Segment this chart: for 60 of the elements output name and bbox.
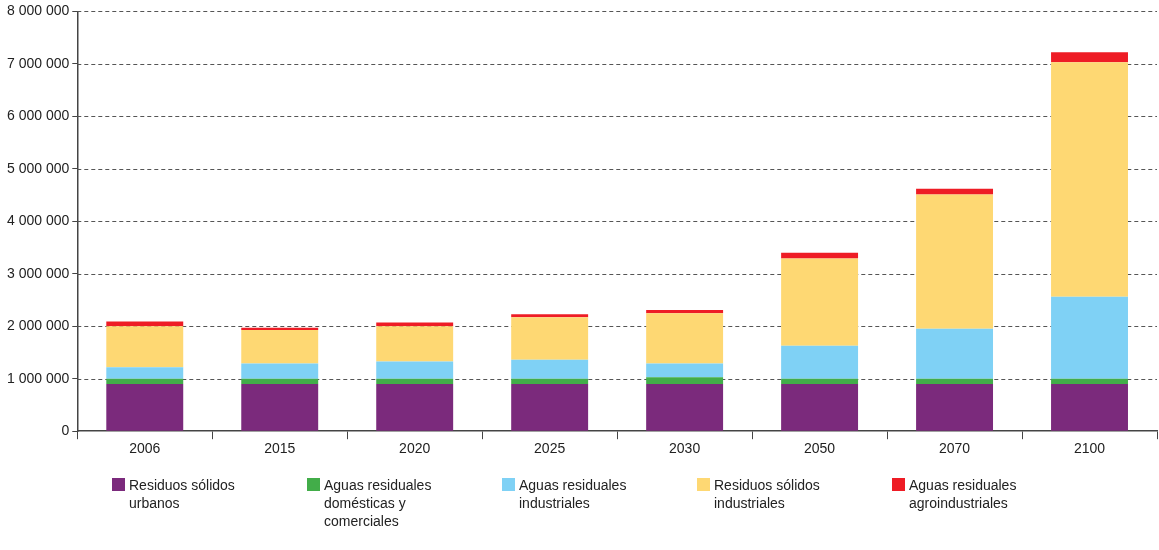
bar	[1051, 62, 1128, 297]
bar	[1051, 378, 1128, 384]
bar	[241, 327, 319, 330]
bar	[241, 383, 319, 431]
x-tick-label: 2006	[129, 440, 161, 457]
x-tick-label: 2100	[1073, 440, 1106, 457]
bar	[916, 194, 994, 329]
bar	[241, 378, 319, 384]
y-tick-label: 7 000 000	[6, 54, 70, 71]
bar	[241, 329, 319, 364]
y-tick-label: 4 000 000	[6, 212, 70, 229]
bar	[376, 383, 454, 431]
bar	[241, 363, 319, 379]
x-tick-label: 2015	[264, 440, 296, 457]
bar	[646, 383, 724, 431]
y-tick-label: 3 000 000	[6, 264, 70, 281]
x-tick-label: 2025	[534, 440, 566, 457]
x-tick-label: 2070	[938, 440, 971, 457]
bar	[106, 326, 184, 368]
bar	[376, 361, 454, 379]
bar	[511, 317, 589, 360]
y-tick-label: 2 000 000	[6, 317, 70, 334]
y-tick-label: 5 000 000	[6, 159, 70, 176]
bar	[511, 359, 589, 379]
bar	[376, 378, 454, 384]
bar	[1051, 296, 1128, 379]
legend-label: Residuos sólidos urbanos	[129, 476, 236, 512]
bar	[916, 328, 994, 379]
legend-label: Aguas residuales industriales	[519, 476, 628, 512]
bar	[376, 326, 454, 362]
bar	[916, 383, 994, 431]
bar	[646, 363, 724, 378]
x-tick-label: 2030	[669, 440, 701, 457]
bar	[511, 378, 589, 384]
bar	[646, 377, 724, 384]
x-tick-label: 2050	[804, 440, 836, 457]
bar	[781, 258, 859, 346]
legend-label: Aguas residuales agroindustriales	[909, 476, 1018, 512]
bar	[916, 188, 994, 195]
bar	[511, 383, 589, 431]
bar	[511, 314, 589, 318]
bar	[106, 383, 184, 431]
bar	[916, 378, 994, 384]
bar	[646, 309, 724, 314]
y-tick-label: 1 000 000	[6, 369, 70, 386]
bar	[106, 378, 184, 384]
bar	[1051, 383, 1128, 431]
bar	[106, 367, 184, 379]
y-tick-label: 0	[61, 422, 70, 439]
bar	[781, 252, 859, 259]
bar	[781, 378, 859, 384]
bar	[781, 383, 859, 431]
y-tick-label: 8 000 000	[6, 2, 70, 19]
x-tick-label: 2020	[399, 440, 431, 457]
legend-label: Aguas residuales domésticas y comerciales	[324, 476, 433, 530]
y-tick-label: 6 000 000	[6, 107, 70, 124]
legend-label: Residuos sólidos industriales	[714, 476, 821, 512]
bar	[781, 345, 859, 379]
bar	[646, 313, 724, 364]
bar	[1051, 52, 1128, 63]
